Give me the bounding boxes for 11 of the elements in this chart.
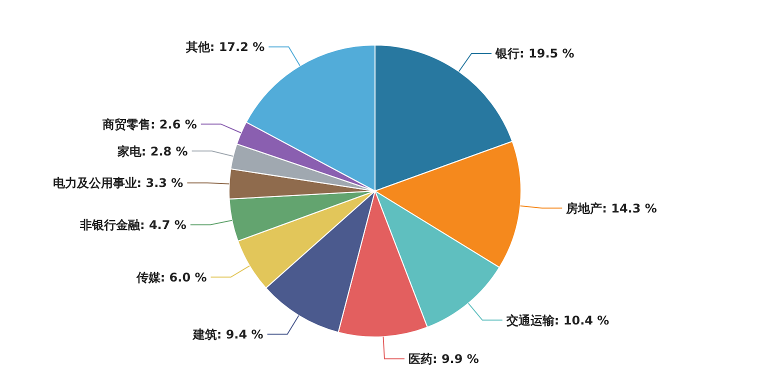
slice-label: 商贸零售: 2.6 % — [101, 117, 197, 132]
slice-label: 医药: 9.9 % — [408, 352, 479, 366]
slice-label: 非银行金融: 4.7 % — [78, 218, 186, 232]
slice-label: 传媒: 6.0 % — [135, 270, 207, 284]
slice-label: 家电: 2.8 % — [116, 144, 188, 158]
slice-label: 交通运输: 10.4 % — [505, 313, 610, 328]
slice-label: 银行: 19.5 % — [494, 46, 574, 61]
slice-label: 其他: 17.2 % — [184, 40, 265, 54]
slice-label: 建筑: 9.4 % — [192, 327, 264, 342]
slice-label: 电力及公用事业: 3.3 % — [52, 176, 184, 190]
slice-label: 房地产: 14.3 % — [565, 201, 657, 216]
